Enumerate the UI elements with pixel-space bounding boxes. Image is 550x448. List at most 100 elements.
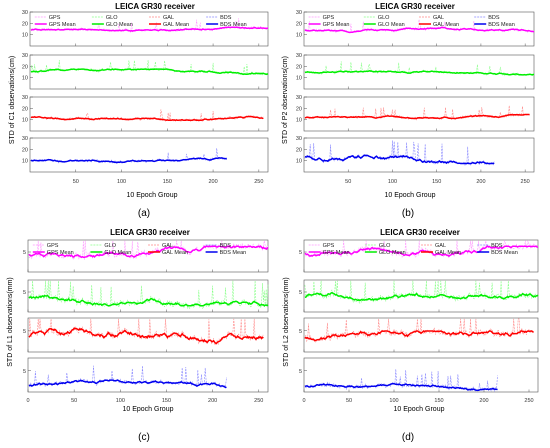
panel-a-glo-mean-series (30, 68, 269, 76)
panel-b-xtick-label: 150 (432, 179, 441, 185)
panel-a-sublabel: (a) (138, 208, 150, 219)
panel-d-xtick-label: 200 (479, 398, 488, 404)
panel-a-ytick-label: 10 (22, 33, 28, 39)
panel-c-subplot-bds-axes (27, 357, 269, 393)
panel-a-ytick-label: 20 (22, 147, 28, 153)
panel-b-bds-mean-series (304, 154, 495, 165)
panel-a-ytick-label: 10 (22, 159, 28, 165)
panel-b-sublabel: (b) (402, 208, 414, 219)
panel-b-glo-mean-series (304, 70, 535, 76)
panel-d-sublabel: (d) (402, 432, 414, 443)
panel-b-xlabel: 10 Epoch Group (385, 192, 436, 199)
panel-c-legend-label: BDS Mean (220, 250, 247, 256)
panel-a-ytick-label: 10 (22, 118, 28, 124)
panel-d-legend-label: GPS (323, 243, 335, 249)
panel-a-legend-label: BDS Mean (220, 22, 247, 28)
panel-c-legend-label: BDS (220, 243, 232, 249)
panel-a-legend-label: GAL (163, 15, 174, 21)
panel-c-bds-mean-series (28, 379, 227, 389)
panel-c-ylabel: STD of L1 observations(mm) (7, 277, 14, 366)
panel-b-legend-label: GPS (323, 15, 335, 21)
panel-a-subplot-bds-axes (29, 137, 269, 173)
panel-b-xtick-label: 50 (345, 179, 351, 185)
panel-d-bds-mean-series (304, 382, 498, 392)
panel-b-ytick-label: 20 (296, 147, 302, 153)
panel-b-ytick-label: 20 (296, 64, 302, 70)
panel-a-xtick-label: 150 (163, 179, 172, 185)
panel-b-legend-label: GLO (378, 15, 390, 21)
panel-b-ytick-label: 10 (296, 76, 302, 82)
panel-b-ytick-label: 10 (296, 159, 302, 165)
panel-c-gal-mean-series (28, 327, 264, 345)
panel-d-gps-mean-series (304, 245, 539, 258)
panel-c-ytick-label: 5 (23, 329, 26, 335)
panel-b-subplot-gal-axes (303, 96, 535, 132)
panel-b-legend-label: GLO Mean (378, 22, 405, 28)
panel-c-legend-label: GPS (47, 243, 59, 249)
panel-b-ytick-label: 30 (296, 10, 302, 16)
panel-a-ytick-label: 10 (22, 76, 28, 82)
panel-a-ylabel: STD of C1 observations(cm) (9, 56, 16, 144)
panel-d-legend-label: BDS (491, 243, 503, 249)
panel-c-xlabel: 10 Epoch Group (123, 406, 174, 413)
panel-a-ytick-label: 20 (22, 64, 28, 70)
panel-d-ytick-label: 5 (299, 250, 302, 256)
panel-d-xtick-label: 0 (302, 398, 305, 404)
panel-c-sublabel: (c) (138, 432, 150, 443)
panel-c-ytick-label: 5 (23, 290, 26, 296)
panel-a-legend-label: GAL Mean (163, 22, 189, 28)
panel-c-title: LEICA GR30 receiver (110, 228, 190, 237)
panel-c-legend-label: GAL Mean (162, 250, 188, 256)
panel-c-xtick-label: 100 (116, 398, 125, 404)
panel-b-ytick-label: 30 (296, 136, 302, 142)
panel-a-subplot-gal-axes (29, 96, 269, 132)
panel-c-ytick-label: 5 (23, 369, 26, 375)
panel-c-gps-mean-series (28, 245, 269, 259)
panel-a-ytick-label: 20 (22, 106, 28, 112)
panel-b-title: LEICA GR30 receiver (375, 2, 455, 11)
panel-d-xtick-label: 100 (389, 398, 398, 404)
panel-c-legend-label: GLO (104, 243, 116, 249)
panel-d-legend-label: BDS Mean (491, 250, 518, 256)
panel-b-ytick-label: 20 (296, 106, 302, 112)
panel-a-xlabel: 10 Epoch Group (127, 192, 178, 199)
panel-b-xtick-label: 250 (521, 179, 530, 185)
panel-b-ytick-label: 10 (296, 118, 302, 124)
panel-b-legend-label: BDS (488, 15, 500, 21)
panel-d-glo-mean-series (304, 291, 539, 302)
panel-b-legend-label: GAL Mean (433, 22, 459, 28)
panel-a-title: LEICA GR30 receiver (115, 2, 195, 11)
panel-c-xtick-label: 200 (208, 398, 217, 404)
panel-b-legend-label: BDS Mean (488, 22, 515, 28)
panel-d-xlabel: 10 Epoch Group (394, 406, 445, 413)
panel-a-xtick-label: 200 (208, 179, 217, 185)
panel-d-ytick-label: 5 (299, 290, 302, 296)
panel-d-ylabel: STD of L2 observations(mm) (283, 277, 290, 366)
panel-a-ytick-label: 30 (22, 10, 28, 16)
panel-d-legend-label: GPS Mean (323, 250, 350, 256)
panel-a-legend-label: GLO Mean (106, 22, 133, 28)
panel-c-xtick-label: 0 (26, 398, 29, 404)
panel-b-ytick-label: 30 (296, 53, 302, 59)
panel-b-legend-label: GAL (433, 15, 444, 21)
panel-a-xtick-label: 250 (254, 179, 263, 185)
panel-d-xtick-label: 50 (346, 398, 352, 404)
panel-c-ytick-label: 5 (23, 250, 26, 256)
panel-c-legend-label: GAL (162, 243, 173, 249)
panel-c-legend-label: GPS Mean (47, 250, 74, 256)
panel-c-xtick-label: 150 (162, 398, 171, 404)
panel-a-bds-mean-series (30, 157, 227, 164)
panel-a-xtick-label: 50 (73, 179, 79, 185)
panel-a-gps-mean-series (30, 26, 268, 32)
panel-c-glo-mean-series (28, 294, 269, 307)
panel-b-ylabel: STD of P2 observations(cm) (282, 56, 289, 144)
panel-a-ytick-label: 20 (22, 21, 28, 27)
panel-d-title: LEICA GR30 receiver (380, 228, 460, 237)
panel-d-xtick-label: 150 (434, 398, 443, 404)
panel-b-xtick-label: 200 (476, 179, 485, 185)
panel-d-ytick-label: 5 (299, 329, 302, 335)
panel-a-ytick-label: 30 (22, 95, 28, 101)
panel-b-xtick-label: 100 (388, 179, 397, 185)
panel-d-legend-label: GAL (435, 243, 446, 249)
